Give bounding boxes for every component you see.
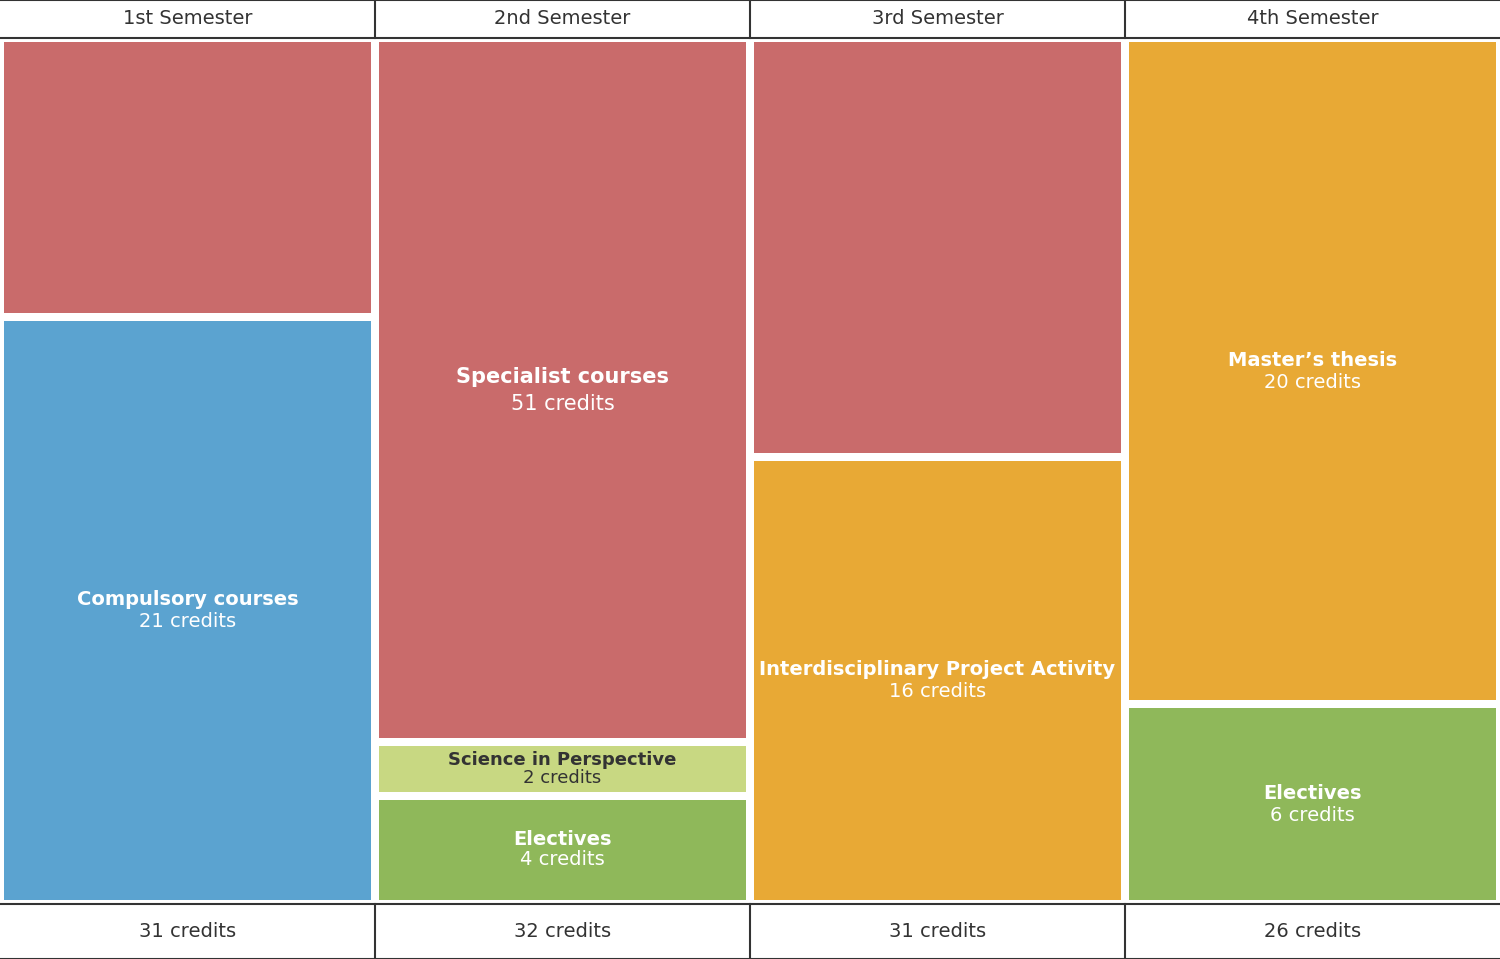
Bar xyxy=(380,746,746,792)
Text: 4th Semester: 4th Semester xyxy=(1246,10,1378,29)
Text: Compulsory courses: Compulsory courses xyxy=(76,590,298,609)
Text: 16 credits: 16 credits xyxy=(890,682,986,701)
Text: 6 credits: 6 credits xyxy=(1270,806,1354,825)
Text: Master’s thesis: Master’s thesis xyxy=(1228,351,1397,369)
Bar xyxy=(380,800,746,900)
Bar xyxy=(4,321,370,900)
Bar xyxy=(380,42,746,737)
Text: 31 credits: 31 credits xyxy=(140,922,236,941)
Text: 26 credits: 26 credits xyxy=(1264,922,1360,941)
Bar xyxy=(1130,42,1496,700)
Text: Interdisciplinary Project Activity: Interdisciplinary Project Activity xyxy=(759,660,1116,679)
Text: 51 credits: 51 credits xyxy=(510,394,615,414)
Text: 1st Semester: 1st Semester xyxy=(123,10,252,29)
Text: Electives: Electives xyxy=(1263,784,1362,803)
Text: Electives: Electives xyxy=(513,830,612,850)
Text: Specialist courses: Specialist courses xyxy=(456,366,669,386)
Text: 2 credits: 2 credits xyxy=(524,769,602,786)
Text: Science in Perspective: Science in Perspective xyxy=(448,751,676,769)
Bar xyxy=(754,42,1120,453)
Bar xyxy=(1130,708,1496,900)
Text: 3rd Semester: 3rd Semester xyxy=(871,10,1004,29)
Text: 21 credits: 21 credits xyxy=(140,612,236,631)
Text: 4 credits: 4 credits xyxy=(520,851,605,870)
Text: 20 credits: 20 credits xyxy=(1264,373,1360,391)
Text: 31 credits: 31 credits xyxy=(890,922,986,941)
Text: 2nd Semester: 2nd Semester xyxy=(495,10,630,29)
Bar xyxy=(754,461,1120,900)
Text: 32 credits: 32 credits xyxy=(514,922,610,941)
Bar xyxy=(4,42,370,314)
